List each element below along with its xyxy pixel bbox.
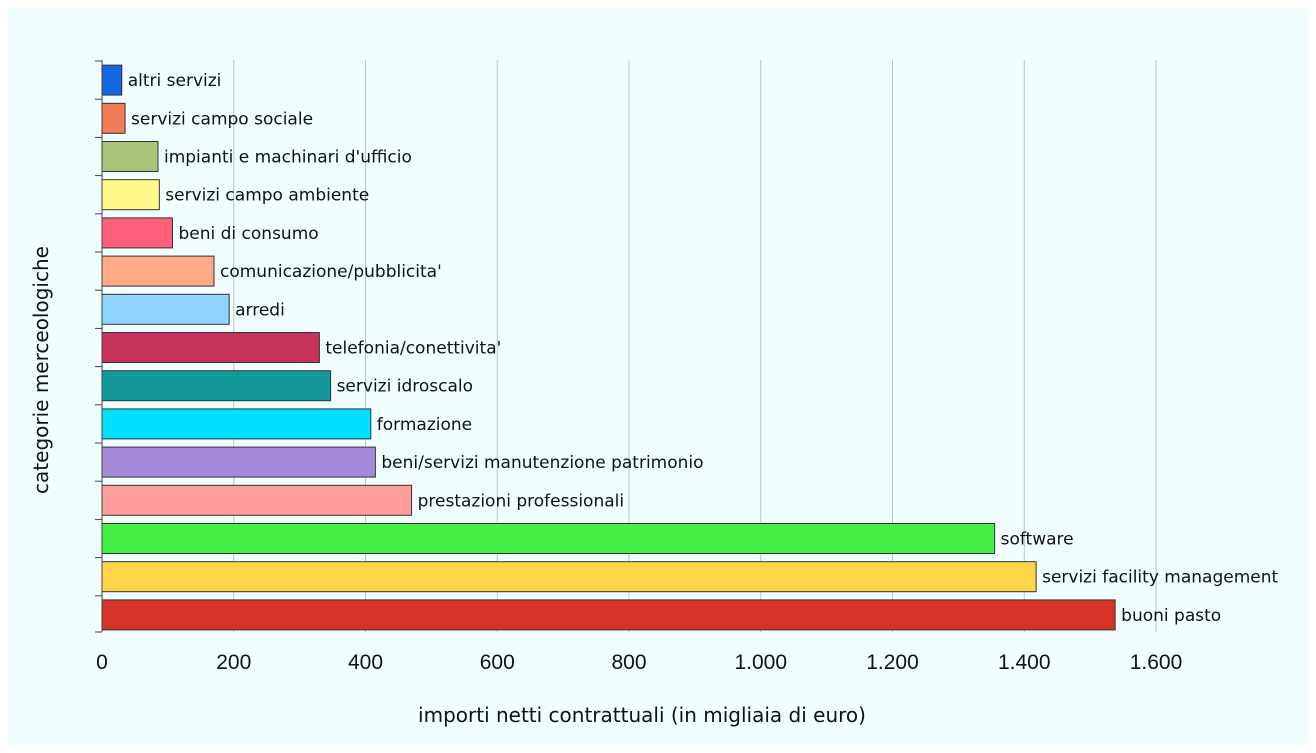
bar (101, 293, 230, 325)
gridlines (233, 60, 1157, 632)
bar-label: servizi campo ambiente (165, 186, 369, 206)
x-tick-label: 1.000 (734, 651, 787, 674)
bar-label: prestazioni professionali (418, 491, 624, 511)
x-tick-label: 1.200 (866, 651, 919, 674)
x-tick-label: 1.400 (998, 651, 1051, 674)
bar (101, 484, 413, 516)
bar-label: formazione (377, 415, 472, 435)
x-tick-label: 0 (96, 651, 108, 674)
bar-label: impianti e machinari d'ufficio (164, 148, 412, 168)
bar-label: altri servizi (128, 71, 222, 91)
bar (101, 446, 376, 478)
bar (101, 370, 332, 402)
axes (95, 60, 103, 633)
bar (101, 561, 1037, 593)
bar-label: servizi campo sociale (131, 109, 313, 129)
x-tick-label: 200 (216, 651, 251, 674)
bar-label: arredi (235, 300, 285, 320)
x-axis-title: importi netti contrattuali (in migliaia … (418, 703, 866, 727)
bar (101, 255, 215, 287)
bar (101, 179, 160, 211)
x-tick-label: 800 (611, 651, 646, 674)
bar-label: servizi idroscalo (337, 377, 473, 397)
bar (101, 141, 159, 172)
bar (101, 599, 1116, 631)
bar (101, 64, 123, 96)
x-tick-label: 600 (480, 651, 515, 674)
bar (101, 523, 996, 554)
bars (101, 64, 1116, 631)
bar-label: software (1001, 530, 1074, 550)
bar-label: telefonia/conettivita' (325, 339, 501, 359)
bar-label: beni/servizi manutenzione patrimonio (381, 453, 703, 473)
x-tick-label: 400 (348, 651, 383, 674)
bar-label: servizi facility management (1042, 568, 1278, 588)
bar (101, 408, 372, 440)
y-axis-title: categorie merceologiche (29, 246, 53, 494)
bar (101, 102, 126, 134)
bar (101, 217, 173, 249)
bar-label: beni di consumo (178, 224, 318, 244)
x-tick-labels: 0 200 400 600 800 1.000 1.200 1.400 1.600 (96, 651, 1182, 674)
bar-label: buoni pasto (1121, 606, 1221, 626)
bar (101, 332, 320, 363)
bar-labels: altri servizi servizi campo sociale impian… (128, 71, 1279, 626)
x-tick-label: 1.600 (1130, 651, 1183, 674)
bar-label: comunicazione/pubblicita' (220, 262, 442, 282)
